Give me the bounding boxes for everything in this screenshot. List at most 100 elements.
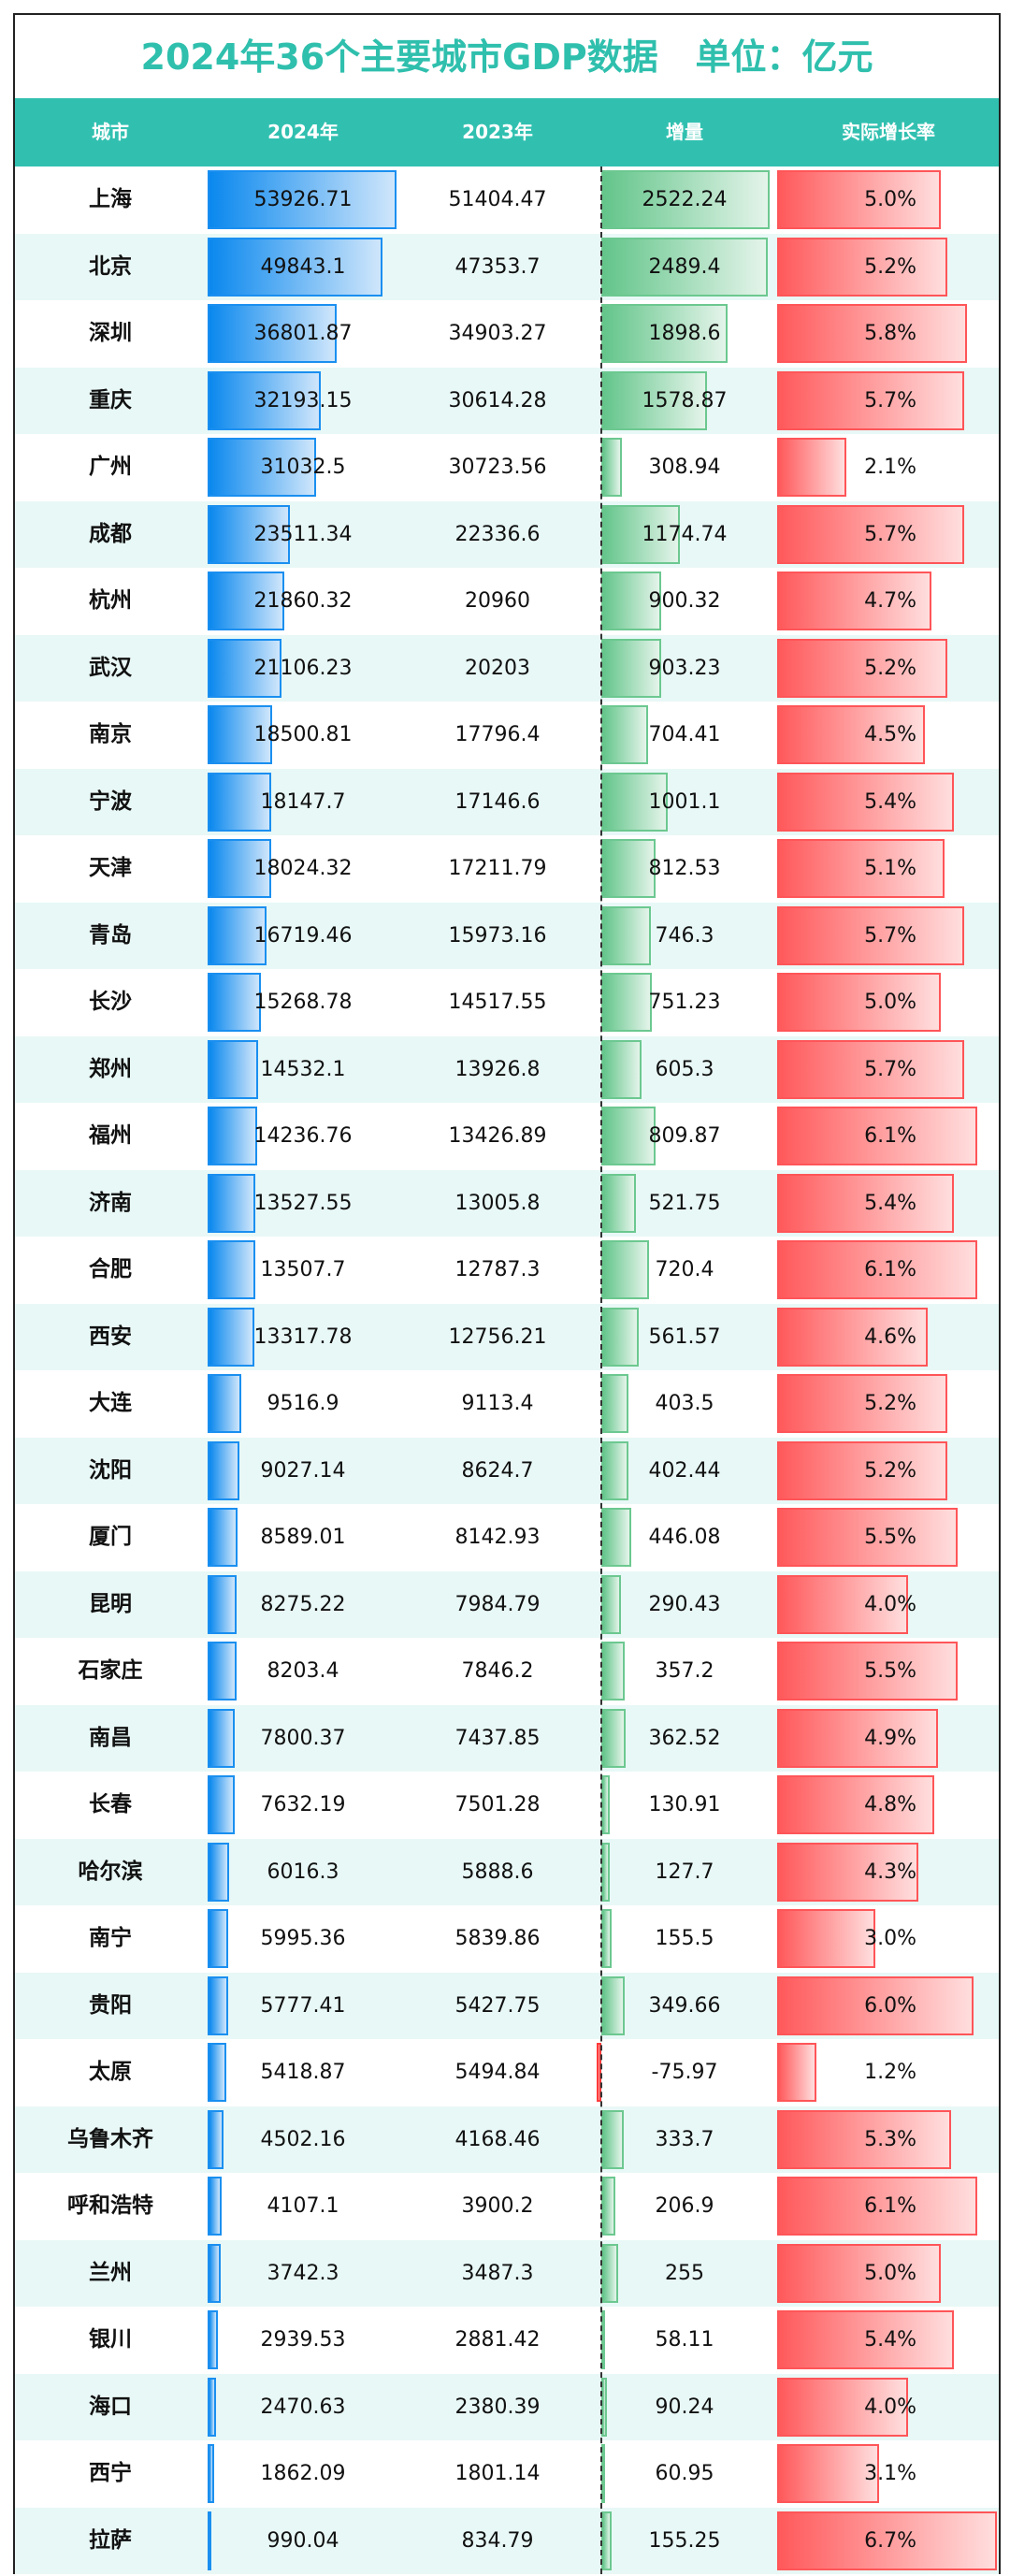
gdp-2023-value: 30723.56 bbox=[448, 456, 547, 479]
growth-rate-bar bbox=[777, 572, 931, 630]
growth-rate-value: 5.4% bbox=[864, 1191, 916, 1215]
city-name: 青岛 bbox=[89, 922, 132, 948]
increment-value: 1898.6 bbox=[648, 322, 721, 345]
growth-rate-value: 5.1% bbox=[864, 857, 916, 880]
increment-bar bbox=[601, 1642, 626, 1700]
header-increment: 增量 bbox=[666, 121, 703, 143]
gdp-2024-bar bbox=[208, 2243, 222, 2303]
increment-value: 403.5 bbox=[655, 1392, 714, 1415]
gdp-2024-bar bbox=[208, 1842, 229, 1902]
table-row: 太原 5418.87 5494.84 -75.97 1.2% bbox=[15, 2039, 999, 2106]
gdp-2024-value: 13507.7 bbox=[260, 1258, 346, 1281]
increment-value: 206.9 bbox=[655, 2194, 714, 2218]
increment-value: 1578.87 bbox=[642, 388, 728, 412]
city-name: 重庆 bbox=[89, 387, 132, 412]
increment-bar bbox=[601, 1307, 640, 1367]
growth-rate-bar bbox=[777, 2109, 951, 2169]
city-name: 大连 bbox=[89, 1391, 132, 1415]
gdp-2024-value: 16719.46 bbox=[253, 923, 353, 948]
growth-rate-bar bbox=[777, 2177, 977, 2236]
growth-rate-value: 4.0% bbox=[864, 2395, 916, 2419]
growth-rate-value: 5.0% bbox=[864, 2261, 916, 2285]
table-row: 青岛 16719.46 15973.16 746.3 5.7% bbox=[15, 902, 999, 969]
city-name: 宁波 bbox=[89, 789, 132, 814]
gdp-2024-value: 4107.1 bbox=[267, 2194, 339, 2218]
growth-rate-bar bbox=[777, 1775, 934, 1834]
table-row: 沈阳 9027.14 8624.7 402.44 5.2% bbox=[15, 1437, 999, 1504]
increment-bar bbox=[601, 973, 652, 1032]
gdp-2023-value: 15973.16 bbox=[448, 923, 547, 948]
increment-value: 402.44 bbox=[648, 1458, 721, 1483]
growth-rate-value: 5.2% bbox=[864, 656, 916, 680]
increment-bar bbox=[601, 504, 680, 564]
growth-rate-bar bbox=[777, 1240, 977, 1299]
gdp-2024-value: 18500.81 bbox=[253, 723, 353, 746]
increment-value: 60.95 bbox=[655, 2462, 714, 2485]
growth-rate-bar bbox=[777, 1975, 974, 2035]
table-row: 宁波 18147.7 17146.6 1001.1 5.4% bbox=[15, 768, 999, 835]
city-name: 南宁 bbox=[89, 1926, 132, 1950]
increment-bar bbox=[601, 1173, 637, 1233]
city-name: 厦门 bbox=[89, 1525, 132, 1549]
growth-rate-bar bbox=[777, 237, 947, 297]
gdp-2023-value: 4168.46 bbox=[454, 2127, 541, 2151]
increment-bar bbox=[601, 1909, 613, 1968]
growth-rate-value: 5.3% bbox=[864, 2127, 916, 2151]
growth-rate-bar bbox=[777, 839, 945, 898]
gdp-2023-value: 3900.2 bbox=[461, 2194, 534, 2218]
increment-value: 521.75 bbox=[648, 1191, 721, 1215]
increment-bar bbox=[601, 705, 649, 764]
city-name: 海口 bbox=[89, 2394, 132, 2419]
growth-rate-value: 3.0% bbox=[864, 1927, 916, 1950]
growth-rate-value: 5.4% bbox=[864, 789, 916, 814]
table-row: 天津 18024.32 17211.79 812.53 5.1% bbox=[15, 835, 999, 903]
increment-bar bbox=[601, 438, 623, 497]
city-name: 沈阳 bbox=[89, 1457, 132, 1483]
gdp-2024-value: 31032.5 bbox=[260, 456, 346, 479]
gdp-2023-value: 20960 bbox=[465, 589, 530, 613]
city-name: 西宁 bbox=[89, 2461, 132, 2485]
city-name: 西安 bbox=[89, 1324, 132, 1349]
growth-rate-value: 5.7% bbox=[864, 522, 916, 546]
gdp-2024-value: 21106.23 bbox=[253, 656, 353, 680]
table-row: 深圳 36801.87 34903.27 1898.6 5.8% bbox=[15, 300, 999, 368]
gdp-2023-value: 13426.89 bbox=[448, 1124, 547, 1148]
table-row: 西宁 1862.09 1801.14 60.95 3.1% bbox=[15, 2440, 999, 2508]
increment-bar bbox=[601, 2310, 606, 2369]
increment-bar bbox=[601, 2511, 613, 2570]
gdp-2023-value: 7846.2 bbox=[461, 1659, 534, 1683]
gdp-2024-value: 5995.36 bbox=[260, 1927, 346, 1950]
increment-bar bbox=[601, 905, 652, 965]
growth-rate-value: 5.2% bbox=[864, 1392, 916, 1415]
gdp-2024-bar bbox=[208, 1440, 239, 1500]
gdp-2024-bar bbox=[208, 839, 271, 898]
increment-value: 155.5 bbox=[655, 1927, 714, 1950]
gdp-2024-value: 7632.19 bbox=[260, 1793, 346, 1816]
gdp-2024-value: 5777.41 bbox=[260, 1993, 346, 2018]
table-row: 海口 2470.63 2380.39 90.24 4.0% bbox=[15, 2373, 999, 2440]
gdp-2024-bar bbox=[208, 572, 284, 630]
increment-bar bbox=[601, 572, 662, 630]
increment-bar bbox=[601, 170, 770, 229]
increment-value: 308.94 bbox=[648, 456, 721, 479]
growth-rate-value: 6.1% bbox=[864, 1258, 916, 1281]
gdp-2023-value: 5888.6 bbox=[461, 1860, 534, 1884]
gdp-2024-bar bbox=[208, 1574, 237, 1634]
city-name: 兰州 bbox=[89, 2260, 132, 2285]
gdp-2024-bar bbox=[208, 905, 267, 965]
growth-rate-bar bbox=[777, 1307, 928, 1367]
gdp-2023-value: 7501.28 bbox=[454, 1793, 541, 1816]
gdp-2024-value: 36801.87 bbox=[253, 322, 353, 345]
increment-value: 746.3 bbox=[655, 923, 714, 948]
increment-value: 362.52 bbox=[648, 1726, 721, 1750]
gdp-2024-value: 14236.76 bbox=[253, 1124, 353, 1148]
table-row: 重庆 32193.15 30614.28 1578.87 5.7% bbox=[15, 367, 999, 434]
gdp-2023-value: 34903.27 bbox=[448, 322, 547, 345]
growth-rate-value: 1.2% bbox=[864, 2061, 916, 2084]
city-name: 天津 bbox=[89, 856, 132, 880]
growth-rate-value: 5.5% bbox=[864, 1659, 916, 1683]
gdp-2024-value: 8589.01 bbox=[260, 1526, 346, 1549]
increment-value: 2522.24 bbox=[642, 188, 728, 211]
increment-bar bbox=[601, 839, 656, 898]
table-row: 乌鲁木齐 4502.16 4168.46 333.7 5.3% bbox=[15, 2106, 999, 2173]
